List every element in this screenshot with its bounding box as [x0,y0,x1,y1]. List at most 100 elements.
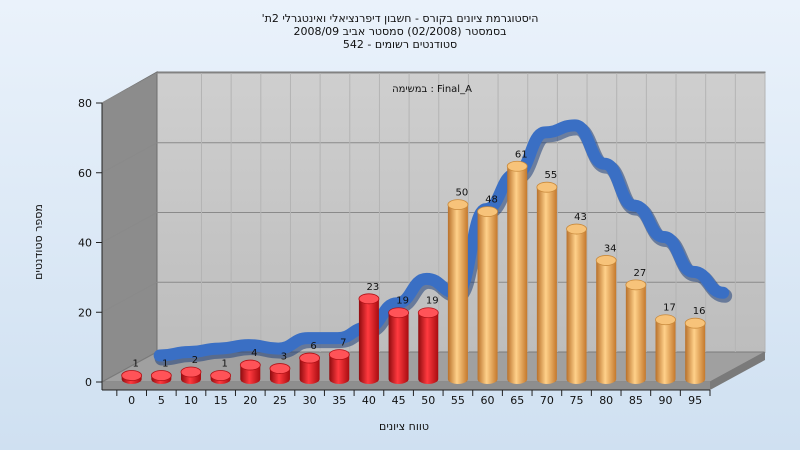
bar-body [685,323,706,384]
bar-top [625,279,647,291]
x-tick-label: 20 [243,394,257,407]
bar [417,307,439,384]
chart-annotation: במשימה : Final_A [392,84,472,95]
x-axis-title: טווח ציונים [379,420,429,433]
bar-value-label: 23 [367,282,380,293]
bar-body [477,211,498,384]
bar [566,223,587,384]
bar-body [536,187,557,384]
bar [299,352,321,384]
bar-top [506,160,528,172]
bar-value-label: 1 [221,359,227,370]
x-tick-label: 30 [303,394,317,407]
bar-body [625,284,646,384]
bar-top [684,317,706,329]
bar [447,199,469,384]
bar-top [655,314,676,326]
x-tick-label: 85 [629,394,643,407]
x-tick-label: 70 [540,394,554,407]
y-axis: 0 20 40 60 80 [78,97,103,390]
bar [328,349,350,384]
bar-value-label: 2 [192,355,198,366]
x-tick-label: 5 [158,394,165,407]
bar-top [477,206,498,218]
bar-top [536,181,558,193]
bar-value-label: 1 [162,359,168,370]
floor-front-edge [102,382,710,390]
x-tick-label: 35 [332,394,346,407]
y-tick-label: 40 [78,237,92,250]
bar-top [595,255,617,266]
x-tick-label: 75 [570,394,584,407]
bar-top [239,359,261,371]
bar [388,307,409,384]
bar-top [328,349,350,360]
bar-body [655,319,676,384]
x-tick-label: 50 [421,394,435,407]
bar [477,206,498,384]
bar-value-label: 19 [426,296,439,307]
bar [180,366,202,384]
gridline-side [101,142,158,174]
bar-value-label: 55 [545,170,558,181]
bar [625,279,647,384]
x-tick-label: 55 [451,394,465,407]
bar [655,314,676,384]
title-line-1: היסטוגרמת ציונים בקורס - חשבון דיפרנציאל… [262,12,539,25]
bar [595,255,617,384]
bar-body [299,358,320,384]
bar-body [507,166,528,384]
y-tick-label: 60 [78,167,92,180]
bar-top [447,199,469,211]
x-tick-label: 65 [510,394,524,407]
chart-title: היסטוגרמת ציונים בקורס - חשבון דיפרנציאל… [262,12,539,51]
gridlines [101,72,766,352]
bar-top [210,370,232,381]
bar [506,160,528,384]
gridline-side [101,72,158,104]
x-tick-label: 15 [214,394,228,407]
x-axis: 0 5 10 15 20 25 30 35 40 45 50 55 60 65 70 75 80 85 90 95 [102,389,711,407]
bar-value-label: 3 [281,352,287,363]
x-tick-label: 10 [184,394,198,407]
y-tick-label: 20 [78,306,92,319]
bar-body [329,354,350,384]
bar [239,359,261,384]
bar-body [418,312,439,384]
bar-value-label: 27 [633,268,646,279]
bar-top [358,293,380,305]
bar-value-label: 6 [310,341,316,352]
bar-value-label: 34 [604,243,617,254]
bar [684,317,706,384]
bar-value-label: 7 [340,338,346,349]
bar-top [417,307,439,319]
bar-body [596,260,617,384]
bar [536,181,558,384]
x-tick-label: 80 [599,394,613,407]
bar-value-label: 1 [132,359,138,370]
x-tick-label: 25 [273,394,287,407]
y-axis-title: מספר סטודנטים [32,204,45,280]
bar-body [358,298,379,384]
bar-body [566,229,587,384]
bar-value-label: 17 [663,303,676,314]
x-tick-label: 95 [688,394,702,407]
bar [121,370,143,384]
bar-value-label: 48 [485,195,498,206]
bar-value-label: 4 [251,348,257,359]
bars [121,160,706,384]
bar-body [447,204,468,384]
gridline-side [101,212,158,243]
bar-top [121,370,143,381]
title-line-3: סטודנטים רשומים - 542 [343,38,457,51]
bar-top [388,307,409,319]
gridline-side [101,281,158,313]
bar-top [150,370,172,381]
bar [150,370,172,384]
title-line-2: בסמסטר (02/2008) סמסטר אביב 2008/09 [293,25,506,38]
x-tick-label: 0 [128,394,135,407]
bar-value-label: 19 [396,296,409,307]
